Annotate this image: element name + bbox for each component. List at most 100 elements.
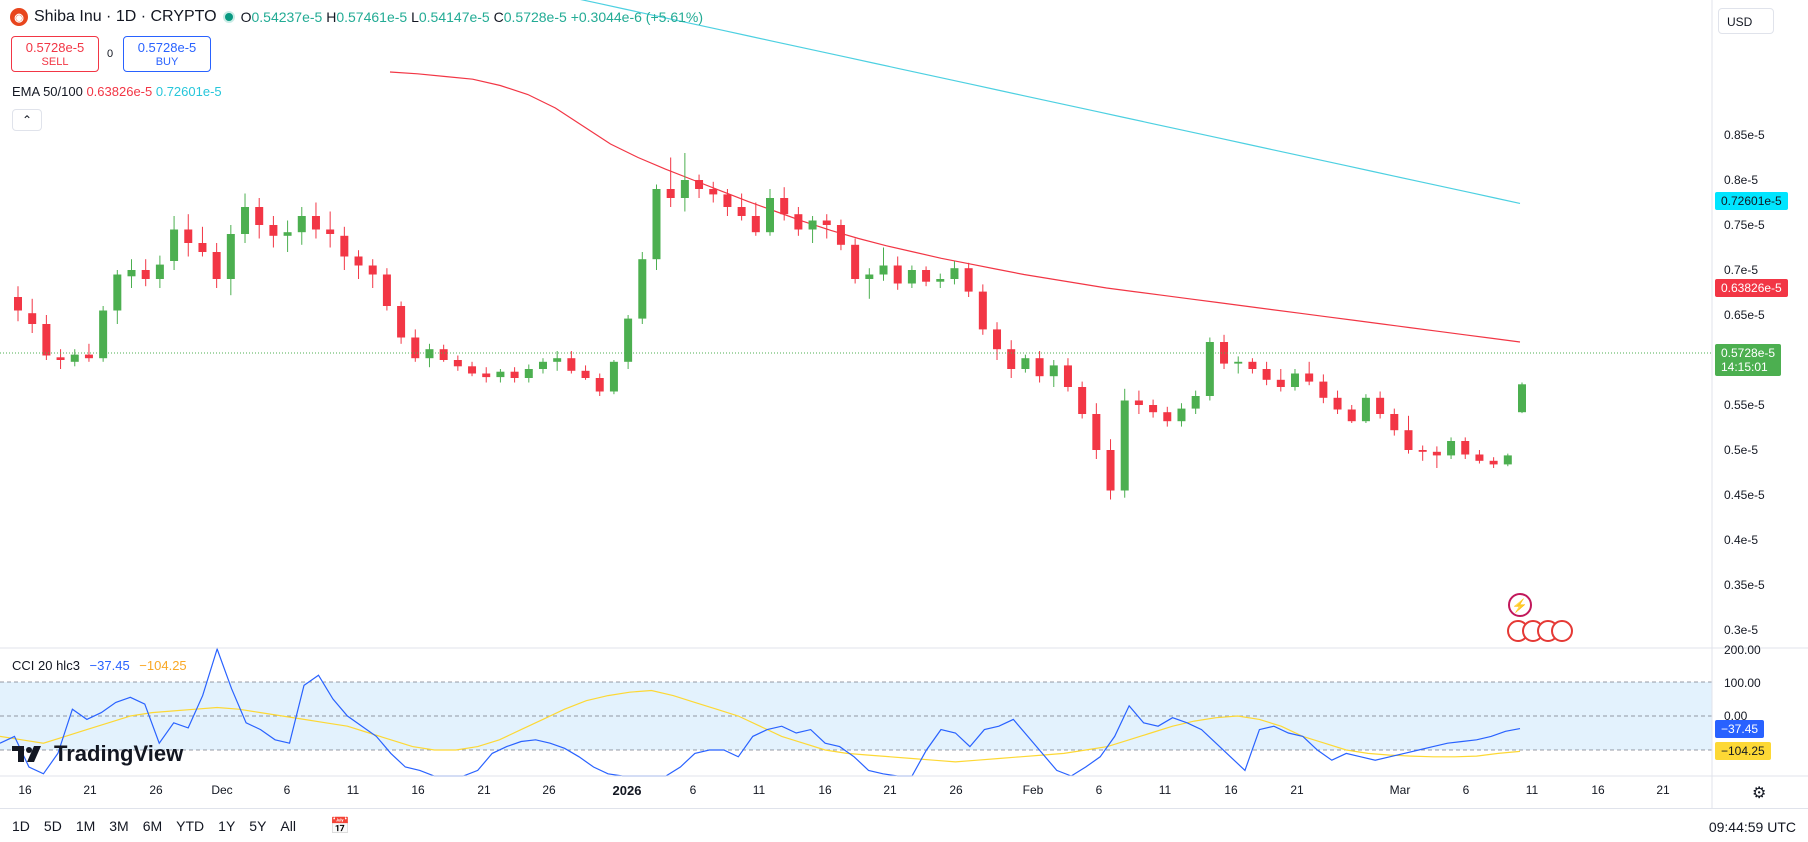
candle-body (70, 354, 79, 362)
candle-body (1319, 381, 1328, 398)
candle-body (695, 180, 704, 189)
range-button-3m[interactable]: 3M (109, 817, 129, 834)
candle-body (1418, 450, 1427, 452)
ema50-value: 0.63826e-5 (86, 84, 153, 99)
us-event-icon (1551, 620, 1573, 642)
range-button-6m[interactable]: 6M (142, 817, 163, 834)
candle-body (1461, 441, 1470, 455)
candle-body (751, 216, 760, 233)
candle-body (865, 274, 874, 279)
calendar-icon[interactable]: 📅 (329, 817, 350, 835)
candle-body (680, 180, 689, 198)
time-axis-label: 26 (149, 783, 163, 797)
candle-body (226, 234, 235, 279)
time-axis-label: 11 (1525, 783, 1539, 797)
candle-body (950, 268, 959, 279)
candle-body (1347, 409, 1356, 422)
sell-button[interactable]: 0.5728e-5 SELL (11, 36, 99, 72)
candle-body (524, 369, 533, 378)
candle-body (1390, 414, 1399, 431)
candle-body (893, 265, 902, 284)
candle-body (1503, 455, 1512, 465)
bolt-event-icon (1508, 593, 1532, 617)
candle-body (99, 310, 108, 359)
candle-body (1120, 400, 1129, 491)
candle-body (964, 268, 973, 292)
last-price-badge: 0.5728e-5 14:15:01 (1715, 344, 1782, 376)
range-button-ytd[interactable]: YTD (176, 817, 205, 834)
candle-body (1361, 397, 1370, 422)
time-axis-label: 21 (83, 783, 97, 797)
candle-body (311, 216, 320, 230)
price-axis-label: 0.5e-5 (1724, 443, 1759, 457)
tradingview-logo[interactable]: TradingView (12, 741, 183, 767)
time-axis-label: Feb (1022, 783, 1044, 797)
candle-body (1404, 430, 1413, 450)
clock[interactable]: 09:44:59 UTC (1708, 819, 1796, 835)
cci-axis-0: 0.00 (1724, 709, 1748, 723)
time-axis-label: 11 (346, 783, 360, 797)
candle-body (1191, 396, 1200, 409)
candle-body (297, 216, 306, 233)
cci-value: −37.45 (89, 658, 130, 673)
candle-body (326, 229, 335, 234)
buy-button[interactable]: 0.5728e-5 BUY (123, 36, 211, 72)
range-button-5d[interactable]: 5D (43, 817, 62, 834)
ema100-price-badge: 0.72601e-5 (1715, 192, 1788, 210)
collapse-legend-button[interactable]: ⌃ (12, 109, 42, 131)
candle-body (836, 225, 845, 245)
candle-body (766, 198, 774, 233)
cci-ma-value: −104.25 (139, 658, 187, 673)
candle-body (354, 256, 363, 266)
time-axis-label: 21 (477, 783, 491, 797)
time-axis-label: 11 (1158, 783, 1172, 797)
candle-body (922, 270, 931, 282)
candle-body (14, 297, 22, 311)
candle-body (1078, 387, 1087, 414)
candle-body (1092, 414, 1101, 450)
ema-legend[interactable]: EMA 50/100 0.63826e-5 0.72601e-5 (12, 84, 222, 99)
shiba-logo-icon: ◉ (10, 8, 28, 26)
candle-body (581, 370, 590, 378)
chart-settings-icon[interactable]: ⚙ (1752, 785, 1767, 802)
candle-body (993, 329, 1002, 350)
range-button-5y[interactable]: 5Y (249, 817, 267, 834)
time-axis-label: 26 (542, 783, 556, 797)
range-button-all[interactable]: All (280, 817, 296, 834)
candle-body (1447, 441, 1456, 456)
event-icons: ⚡ (1507, 593, 1573, 642)
ema50-line (389, 71, 1521, 343)
range-button-1m[interactable]: 1M (75, 817, 96, 834)
candle-body (340, 235, 349, 257)
candle-body (1205, 342, 1214, 396)
candle-body (851, 244, 860, 279)
candle-body (1475, 454, 1484, 461)
candle-body (198, 243, 207, 252)
candle-body (666, 189, 675, 198)
price-axis-label: 0.4e-5 (1724, 533, 1759, 547)
cci-line (0, 647, 1521, 777)
ema-label: EMA 50/100 (12, 84, 83, 99)
range-toolbar: 1D 5D 1M 3M 6M YTD 1Y 5Y All 📅 (0, 808, 1808, 842)
ema100-line (580, 0, 1521, 204)
spread-value: 0 (107, 48, 114, 60)
price-axis-label: 0.8e-5 (1724, 173, 1759, 187)
candle-body (1149, 405, 1158, 413)
range-button-1y[interactable]: 1Y (218, 817, 236, 834)
candle-body (155, 264, 164, 279)
price-axis-label: 0.45e-5 (1724, 488, 1765, 502)
candle-body (1007, 349, 1016, 369)
candle-body (595, 378, 604, 392)
currency-selector[interactable]: USD (1718, 8, 1774, 34)
candle-body (737, 207, 746, 216)
candle-body (808, 220, 817, 230)
symbol-name[interactable]: Shiba Inu · 1D · CRYPTO (34, 8, 217, 25)
ohlc-values: O0.54237e-5 H0.57461e-5 L0.54147e-5 C0.5… (240, 9, 704, 25)
candle-body (609, 361, 618, 392)
time-axis-label: 16 (1591, 783, 1605, 797)
time-axis-label: 16 (1224, 783, 1238, 797)
range-button-1d[interactable]: 1D (12, 817, 30, 834)
cci-legend[interactable]: CCI 20 hlc3 −37.45 −104.25 (12, 658, 187, 673)
time-axis-label: 16 (411, 783, 425, 797)
